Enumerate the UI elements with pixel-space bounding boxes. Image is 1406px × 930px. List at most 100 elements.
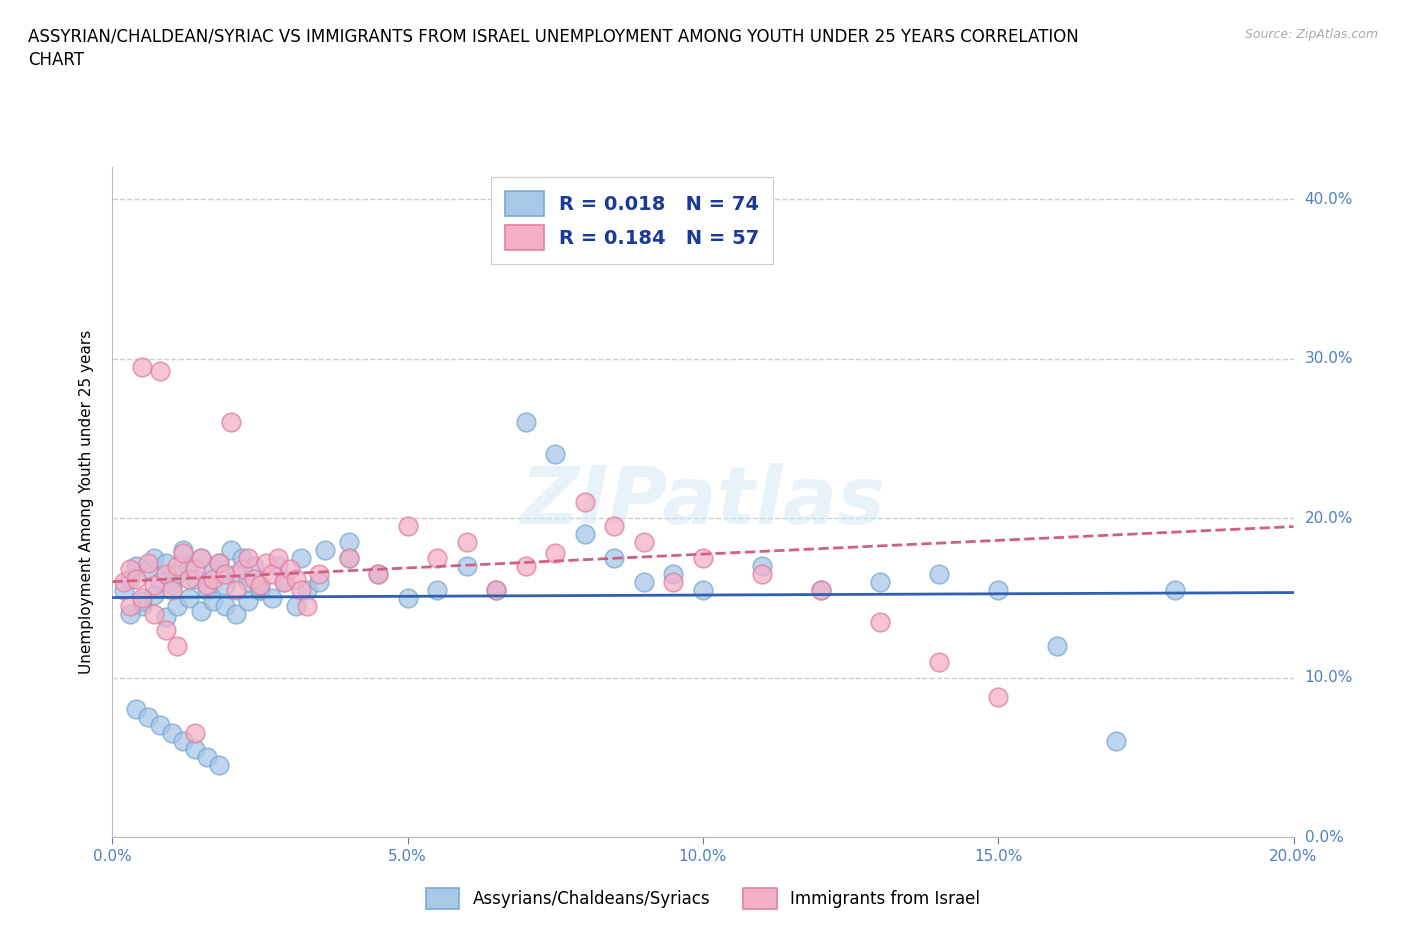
Point	[308, 566, 330, 581]
Point	[810, 582, 832, 597]
Point	[166, 559, 188, 574]
Point	[515, 415, 537, 430]
Point	[155, 566, 177, 581]
Point	[1105, 734, 1128, 749]
Point	[692, 582, 714, 597]
Point	[142, 578, 165, 592]
Point	[751, 566, 773, 581]
Point	[231, 562, 253, 577]
Point	[214, 578, 236, 592]
Point	[208, 758, 231, 773]
Point	[195, 582, 218, 597]
Point	[692, 551, 714, 565]
Text: ASSYRIAN/CHALDEAN/SYRIAC VS IMMIGRANTS FROM ISRAEL UNEMPLOYMENT AMONG YOUTH UNDE: ASSYRIAN/CHALDEAN/SYRIAC VS IMMIGRANTS F…	[28, 28, 1078, 46]
Point	[337, 551, 360, 565]
Point	[574, 526, 596, 541]
Point	[149, 364, 172, 379]
Point	[166, 598, 188, 613]
Point	[456, 535, 478, 550]
Point	[273, 575, 295, 590]
Point	[662, 566, 685, 581]
Point	[337, 551, 360, 565]
Point	[238, 575, 260, 590]
Point	[225, 582, 247, 597]
Text: 40.0%: 40.0%	[1305, 192, 1353, 206]
Point	[149, 575, 172, 590]
Point	[337, 535, 360, 550]
Point	[485, 582, 508, 597]
Point	[297, 598, 319, 613]
Point	[603, 551, 626, 565]
Point	[751, 559, 773, 574]
Point	[112, 575, 135, 590]
Point	[456, 559, 478, 574]
Point	[201, 562, 224, 577]
Point	[225, 566, 247, 581]
Point	[166, 566, 188, 581]
Point	[297, 582, 319, 597]
Point	[208, 555, 231, 570]
Point	[987, 582, 1010, 597]
Point	[260, 566, 283, 581]
Point	[231, 551, 253, 565]
Point	[125, 702, 148, 717]
Point	[142, 551, 165, 565]
Point	[214, 566, 236, 581]
Point	[120, 562, 142, 577]
Point	[267, 551, 290, 565]
Text: 30.0%: 30.0%	[1305, 352, 1353, 366]
Point	[367, 566, 389, 581]
Point	[172, 734, 194, 749]
Point	[190, 551, 212, 565]
Point	[314, 542, 336, 557]
Point	[367, 566, 389, 581]
Text: CHART: CHART	[28, 51, 84, 69]
Y-axis label: Unemployment Among Youth under 25 years: Unemployment Among Youth under 25 years	[79, 330, 94, 674]
Point	[249, 578, 271, 592]
Point	[633, 535, 655, 550]
Point	[869, 575, 891, 590]
Point	[136, 555, 159, 570]
Point	[155, 609, 177, 624]
Point	[195, 578, 218, 592]
Point	[810, 582, 832, 597]
Point	[136, 710, 159, 724]
Point	[190, 604, 212, 618]
Point	[120, 598, 142, 613]
Point	[179, 591, 201, 605]
Point	[184, 742, 207, 757]
Point	[120, 571, 142, 586]
Point	[987, 689, 1010, 704]
Point	[633, 575, 655, 590]
Point	[308, 575, 330, 590]
Point	[249, 582, 271, 597]
Point	[172, 542, 194, 557]
Point	[290, 551, 312, 565]
Point	[160, 726, 183, 741]
Point	[243, 559, 266, 574]
Point	[238, 551, 260, 565]
Text: 0.0%: 0.0%	[1305, 830, 1343, 844]
Point	[278, 562, 301, 577]
Point	[1164, 582, 1187, 597]
Point	[396, 591, 419, 605]
Point	[515, 559, 537, 574]
Point	[201, 571, 224, 586]
Point	[662, 575, 685, 590]
Legend: Assyrians/Chaldeans/Syriacs, Immigrants from Israel: Assyrians/Chaldeans/Syriacs, Immigrants …	[419, 881, 987, 916]
Point	[485, 582, 508, 597]
Point	[131, 359, 153, 374]
Point	[190, 551, 212, 565]
Point	[426, 582, 449, 597]
Point	[928, 566, 950, 581]
Point	[184, 562, 207, 577]
Point	[112, 582, 135, 597]
Point	[160, 578, 183, 592]
Point	[273, 575, 295, 590]
Point	[184, 571, 207, 586]
Point	[166, 638, 188, 653]
Text: ZIPatlas: ZIPatlas	[520, 463, 886, 541]
Point	[243, 571, 266, 586]
Point	[928, 654, 950, 669]
Point	[290, 582, 312, 597]
